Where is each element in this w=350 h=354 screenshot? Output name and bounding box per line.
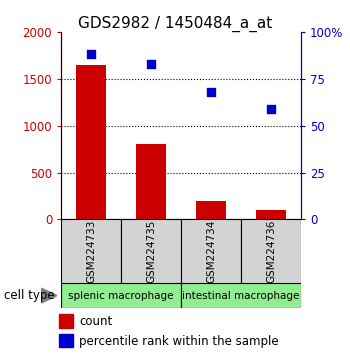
Bar <box>58 334 73 347</box>
Point <box>268 106 274 112</box>
Point <box>148 61 154 67</box>
Bar <box>136 144 166 219</box>
Text: GDS2982 / 1450484_a_at: GDS2982 / 1450484_a_at <box>78 16 272 32</box>
Text: splenic macrophage: splenic macrophage <box>69 291 174 301</box>
Polygon shape <box>41 288 57 303</box>
Bar <box>76 65 106 219</box>
Point <box>208 89 214 95</box>
Text: GSM224736: GSM224736 <box>266 219 276 283</box>
Text: cell type: cell type <box>4 289 54 302</box>
Bar <box>58 314 73 328</box>
Bar <box>196 201 226 219</box>
Bar <box>241 219 301 283</box>
Text: count: count <box>79 315 113 328</box>
Text: GSM224734: GSM224734 <box>206 219 216 283</box>
Point <box>89 52 94 57</box>
Bar <box>61 219 121 283</box>
Bar <box>121 219 181 283</box>
Text: GSM224733: GSM224733 <box>86 219 96 283</box>
Text: intestinal macrophage: intestinal macrophage <box>182 291 300 301</box>
Bar <box>181 219 241 283</box>
Bar <box>181 283 301 308</box>
Bar <box>256 210 286 219</box>
Text: percentile rank within the sample: percentile rank within the sample <box>79 335 279 348</box>
Bar <box>61 283 181 308</box>
Text: GSM224735: GSM224735 <box>146 219 156 283</box>
